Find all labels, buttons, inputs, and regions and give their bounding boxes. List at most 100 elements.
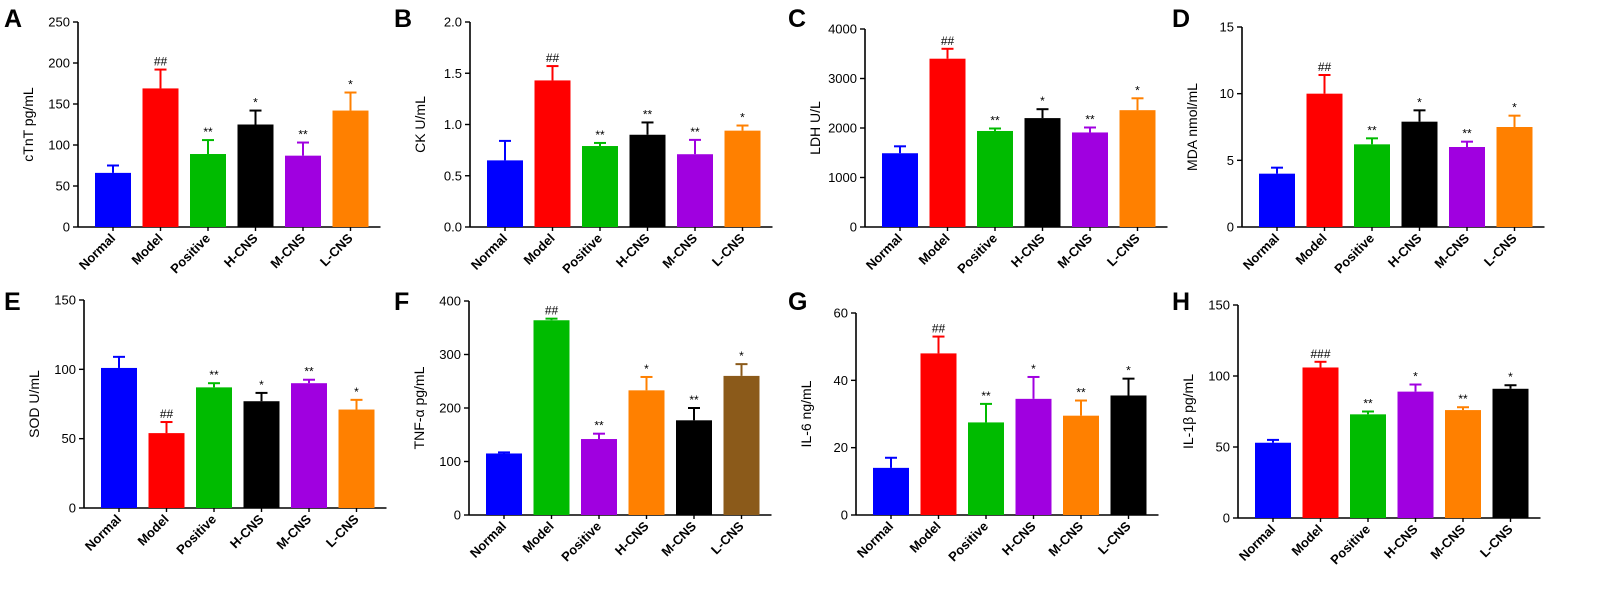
panel-g: GIL-6 ng/mL0204060Normal##Model**Positiv… (788, 288, 1159, 564)
y-tick-label: 0 (1227, 220, 1234, 235)
significance-label: * (1508, 370, 1513, 384)
category-label: H-CNS (612, 518, 652, 558)
category-label: Positive (173, 512, 219, 558)
y-tick-label: 2.0 (444, 15, 462, 30)
bar-h-cns (237, 124, 274, 227)
y-tick-label: 0 (454, 508, 461, 523)
bar-model (534, 80, 571, 227)
significance-label: ## (932, 322, 946, 336)
category-label: M-CNS (659, 230, 700, 271)
y-tick-label: 40 (834, 373, 848, 388)
y-axis-label: CK U/mL (412, 96, 428, 153)
y-tick-label: 0 (63, 220, 70, 235)
category-label: Model (520, 231, 557, 268)
category-label: Model (1292, 231, 1329, 268)
bar-normal (873, 467, 909, 515)
y-tick-label: 1.0 (444, 117, 462, 132)
category-label: Positive (558, 519, 604, 565)
significance-label: ## (546, 51, 560, 65)
bar-model (1302, 367, 1339, 518)
category-label: Positive (1331, 231, 1377, 277)
bar-model (929, 58, 966, 228)
y-axis-label: MDA nmol/mL (1184, 83, 1200, 171)
category-label: Positive (167, 231, 213, 277)
y-axis-label: IL-6 ng/mL (798, 380, 814, 447)
y-tick-label: 0 (841, 508, 848, 523)
y-tick-label: 20 (834, 440, 848, 455)
significance-label: ## (941, 34, 955, 48)
y-tick-label: 15 (1220, 20, 1234, 35)
category-label: Positive (559, 231, 605, 277)
bar-l-cns (1496, 127, 1533, 227)
significance-label: ## (1318, 60, 1332, 74)
bar-positive (196, 387, 232, 508)
bar-l-cns (338, 409, 375, 508)
category-label: Normal (82, 512, 124, 554)
category-label: M-CNS (273, 511, 314, 552)
bar-h-cns (628, 390, 665, 515)
category-label: H-CNS (227, 511, 267, 551)
y-tick-label: 200 (48, 56, 70, 71)
bar-m-cns (676, 420, 712, 515)
y-tick-label: 1.5 (444, 66, 462, 81)
y-tick-label: 5 (1227, 153, 1234, 168)
y-tick-label: 0 (850, 220, 857, 235)
bar-positive (1350, 414, 1386, 518)
y-tick-label: 50 (56, 179, 70, 194)
category-label: H-CNS (613, 230, 653, 270)
significance-label: * (1135, 83, 1140, 97)
y-tick-label: 100 (439, 454, 461, 469)
bar-positive (968, 422, 1004, 515)
significance-label: ** (209, 368, 219, 382)
significance-label: ** (990, 113, 1000, 127)
y-tick-label: 0.0 (444, 220, 462, 235)
bar-m-cns (291, 383, 327, 508)
category-label: Positive (945, 519, 991, 565)
y-tick-label: 60 (834, 306, 848, 321)
category-label: Normal (1240, 231, 1282, 273)
category-label: H-CNS (1008, 230, 1048, 270)
y-tick-label: 250 (48, 15, 70, 30)
category-label: Model (1288, 522, 1325, 559)
significance-label: ** (1458, 392, 1468, 406)
panel-letter: G (788, 288, 807, 316)
y-tick-label: 150 (1208, 298, 1230, 313)
bar-normal (95, 172, 131, 227)
bar-m-cns (1072, 132, 1108, 227)
bar-m-cns (1063, 415, 1099, 515)
significance-label: ** (203, 125, 213, 139)
category-label: L-CNS (1481, 230, 1520, 269)
significance-label: * (1031, 362, 1036, 376)
panel-letter: F (394, 288, 409, 316)
y-tick-label: 0 (69, 501, 76, 516)
category-label: L-CNS (1477, 521, 1516, 560)
panel-letter: E (4, 288, 21, 316)
category-label: Normal (1236, 522, 1278, 564)
significance-label: * (1417, 95, 1422, 109)
category-label: H-CNS (1381, 521, 1421, 561)
y-axis-label: SOD U/mL (26, 370, 42, 438)
category-label: H-CNS (999, 518, 1039, 558)
significance-label: ** (643, 107, 653, 121)
significance-label: ** (594, 419, 604, 433)
y-tick-label: 2000 (828, 121, 857, 136)
y-axis-label: LDH U/L (807, 101, 823, 155)
y-axis-label: cTnT pg/mL (20, 87, 36, 162)
category-label: Normal (863, 231, 905, 273)
significance-label: ** (595, 128, 605, 142)
significance-label: ### (1310, 347, 1330, 361)
bar-model (920, 353, 957, 515)
y-tick-label: 100 (1208, 369, 1230, 384)
bar-h-cns (1015, 398, 1052, 515)
panel-letter: B (394, 5, 412, 33)
panel-letter: C (788, 5, 806, 33)
bar-positive (977, 130, 1013, 227)
bar-normal (1255, 442, 1291, 518)
category-label: L-CNS (708, 518, 747, 557)
category-label: Model (134, 512, 171, 549)
bar-h-cns (629, 134, 666, 227)
category-label: L-CNS (1095, 518, 1134, 557)
bar-m-cns (677, 154, 713, 227)
